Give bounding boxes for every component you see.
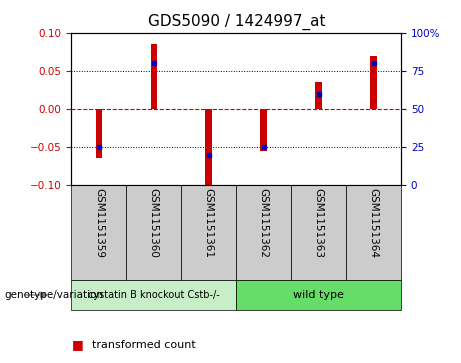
Text: wild type: wild type [293, 290, 344, 300]
Title: GDS5090 / 1424997_at: GDS5090 / 1424997_at [148, 14, 325, 30]
Bar [71, 185, 126, 280]
Bar [370, 56, 377, 109]
Bar [236, 280, 401, 310]
Text: cystatin B knockout Cstb-/-: cystatin B knockout Cstb-/- [88, 290, 220, 300]
Text: GSM1151362: GSM1151362 [259, 188, 269, 258]
Text: GSM1151364: GSM1151364 [369, 188, 378, 258]
Bar [236, 185, 291, 280]
Bar [95, 109, 102, 158]
Text: GSM1151361: GSM1151361 [204, 188, 214, 258]
Text: ■: ■ [71, 338, 83, 351]
Text: GSM1151363: GSM1151363 [313, 188, 324, 258]
Bar [260, 109, 267, 151]
Bar [151, 44, 157, 109]
Bar [346, 185, 401, 280]
Bar [71, 280, 236, 310]
Bar [126, 185, 181, 280]
Text: GSM1151359: GSM1151359 [94, 188, 104, 258]
Bar [206, 109, 212, 185]
Text: GSM1151360: GSM1151360 [149, 188, 159, 258]
Bar [315, 82, 322, 109]
Bar [181, 185, 236, 280]
Bar [291, 185, 346, 280]
Text: transformed count: transformed count [92, 340, 196, 350]
Text: genotype/variation: genotype/variation [5, 290, 104, 300]
